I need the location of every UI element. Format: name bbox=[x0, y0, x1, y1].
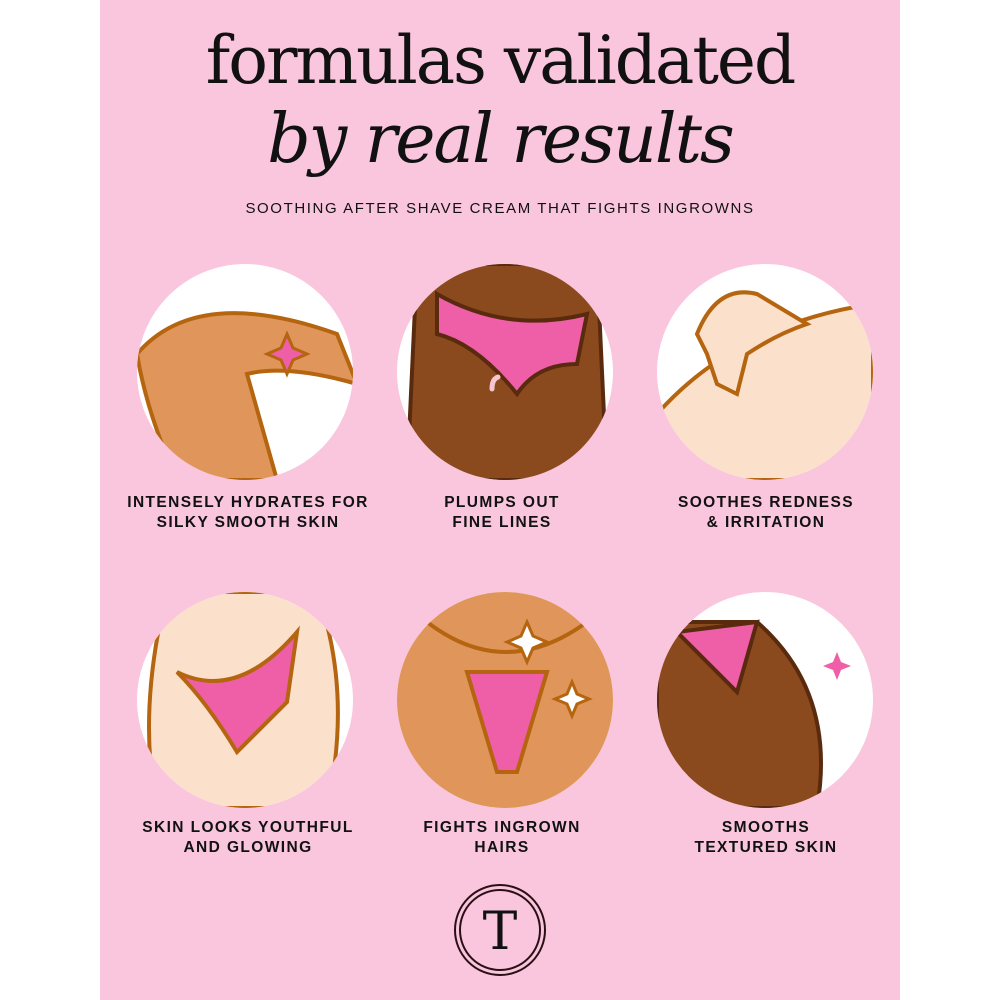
brand-logo: T bbox=[454, 884, 546, 976]
svg-text:T: T bbox=[483, 902, 518, 962]
title-line-2: by real results bbox=[267, 100, 735, 179]
title-line-1: formulas validated bbox=[205, 22, 796, 99]
hand-on-leg-illustration-icon bbox=[657, 264, 873, 480]
benefit-label: INTENSELY HYDRATES FOR SILKY SMOOTH SKIN bbox=[127, 494, 369, 531]
hip-illustration-icon bbox=[137, 592, 353, 808]
benefit-label: SMOOTHS TEXTURED SKIN bbox=[694, 819, 838, 856]
benefit-label: SKIN LOOKS YOUTHFUL AND GLOWING bbox=[142, 819, 354, 856]
benefit-label: PLUMPS OUT FINE LINES bbox=[444, 494, 560, 531]
subtitle: SOOTHING AFTER SHAVE CREAM THAT FIGHTS I… bbox=[245, 200, 755, 217]
bikini-area-illustration-icon bbox=[397, 592, 613, 808]
benefit-label: FIGHTS INGROWN HAIRS bbox=[423, 819, 581, 856]
thigh-illustration-icon bbox=[657, 592, 873, 808]
pink-panel bbox=[100, 0, 900, 1000]
benefit-label: SOOTHES REDNESS & IRRITATION bbox=[677, 494, 855, 531]
buttocks-illustration-icon bbox=[397, 264, 613, 480]
legs-illustration-icon bbox=[137, 264, 353, 480]
